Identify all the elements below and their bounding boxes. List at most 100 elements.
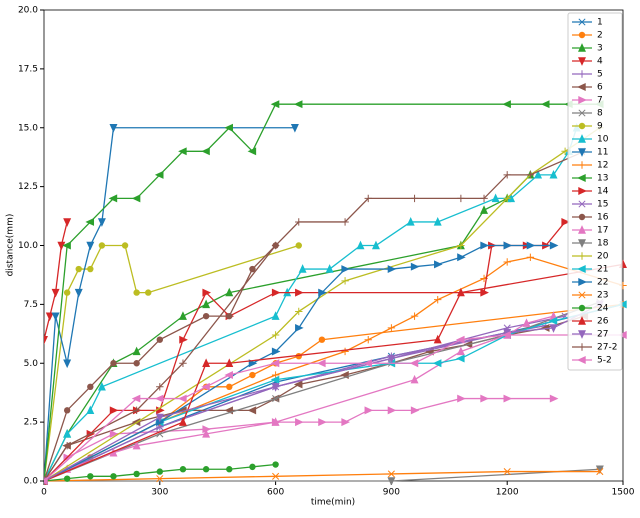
legend-label: 15 [597,200,608,210]
marker [457,241,465,250]
legend-marker [578,316,586,325]
marker [154,394,164,403]
series [44,394,559,484]
marker [298,264,307,273]
marker [179,335,188,344]
legend-label: 2 [597,31,603,41]
marker [225,287,234,297]
legend-marker [578,148,586,157]
series-line [44,103,600,482]
legend-label: 17 [597,226,608,236]
legend-marker [578,200,586,208]
marker [87,265,94,273]
marker [318,336,326,343]
marker [201,382,210,391]
marker [131,194,141,203]
marker [491,193,500,203]
marker [109,124,118,133]
marker [131,394,141,403]
y-tick-label: 7.5 [24,300,38,310]
y-tick-label: 0.0 [24,477,39,487]
marker [409,359,419,368]
marker [434,295,442,304]
marker [249,463,256,471]
marker [363,359,372,368]
marker [341,277,349,285]
series [44,124,604,485]
series-line [44,303,624,482]
marker [387,470,395,478]
marker [596,468,604,476]
marker [480,288,489,297]
marker [156,430,164,438]
marker [272,472,280,480]
marker [97,381,106,391]
marker [109,406,119,415]
x-axis-label: time(min) [311,498,355,508]
marker [295,418,304,427]
legend-label: 20 [597,252,609,262]
marker [561,217,570,226]
y-tick-label: 10.0 [18,241,38,251]
series-line [44,301,601,482]
marker [155,413,164,423]
marker [98,242,106,249]
marker [457,394,466,403]
legend-label: 22 [597,278,608,288]
marker [410,262,420,271]
series-line [44,127,295,482]
series [44,300,627,485]
legend-label: 18 [597,239,609,249]
legend-marker [578,278,587,286]
marker [202,466,210,473]
marker [178,311,187,320]
series [44,253,627,485]
series-line [44,303,624,482]
marker [293,100,303,109]
series-line [44,303,624,482]
marker [45,312,54,322]
series [44,242,302,485]
marker [63,429,72,438]
marker [145,289,152,296]
marker [503,194,511,203]
legend-label: 5 [597,70,603,80]
legend-label: 27 [597,330,608,340]
legend-marker [578,57,586,66]
series-line [44,245,277,482]
marker [202,358,211,367]
legend-label: 5-2 [597,356,612,366]
marker [249,371,256,379]
marker [109,429,119,438]
marker [410,194,419,203]
marker [271,417,280,426]
series-line [44,256,624,482]
marker [202,299,211,309]
marker [86,241,95,251]
marker [179,466,187,473]
y-tick-label: 20.0 [18,6,38,16]
legend-label: 16 [597,213,609,223]
marker [202,429,211,438]
marker [87,383,94,390]
marker [133,470,140,478]
legend-marker [578,187,587,195]
marker [133,360,140,367]
series-line [44,127,601,482]
marker [502,331,511,339]
legend-marker [578,18,586,26]
marker [290,124,299,133]
marker [317,359,326,368]
y-tick-label: 5.0 [24,359,39,369]
marker [179,359,187,367]
marker [63,218,72,227]
marker [432,359,442,368]
marker [371,240,380,250]
marker [271,311,280,320]
legend-label: 23 [597,291,608,301]
legend-marker [578,134,586,143]
x-tick-label: 0 [41,488,47,498]
marker [341,218,349,226]
marker [410,312,419,320]
